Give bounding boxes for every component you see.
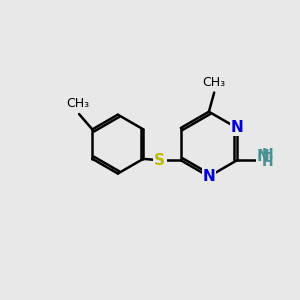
Text: CH₃: CH₃ [66,97,89,110]
Text: N: N [202,169,215,184]
Text: N: N [231,120,243,135]
Text: CH₃: CH₃ [202,76,226,89]
Text: S: S [154,153,165,168]
Text: N: N [257,149,269,164]
Text: H: H [262,155,273,169]
Text: H: H [262,147,273,161]
